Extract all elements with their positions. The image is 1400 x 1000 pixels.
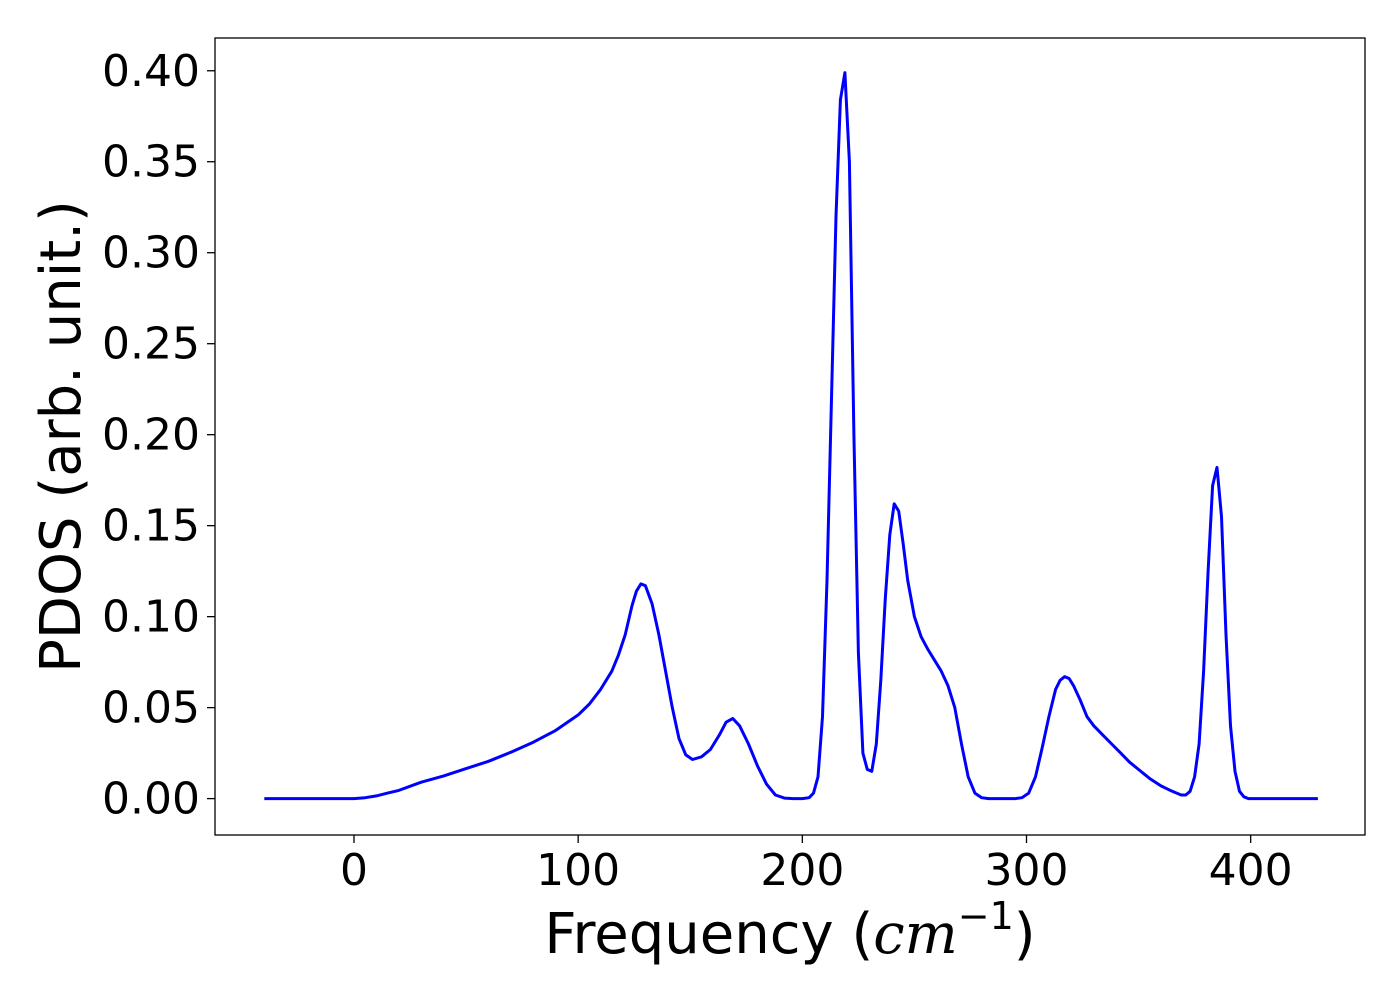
x-axis-ticks: 0 100 200 300 400 [340, 835, 1293, 896]
y-tick-label: 0.05 [102, 683, 200, 734]
x-axis-label-exponent: −1 [958, 894, 1014, 938]
x-tick-label: 100 [536, 845, 620, 896]
axes-frame [214, 37, 1366, 836]
x-axis-label-unit: cm [873, 902, 957, 967]
x-tick-label: 400 [1209, 845, 1293, 896]
y-tick-label: 0.35 [102, 137, 200, 188]
x-axis-label: Frequency (cm−1) [544, 894, 1035, 967]
y-tick-label: 0.15 [102, 501, 200, 552]
y-axis-label: PDOS (arb. unit.) [29, 200, 94, 673]
x-tick-label: 0 [340, 845, 368, 896]
x-axis-label-suffix: ) [1014, 902, 1036, 967]
y-tick-label: 0.00 [102, 774, 200, 825]
y-tick-label: 0.30 [102, 228, 200, 279]
y-tick-label: 0.10 [102, 592, 200, 643]
y-tick-label: 0.25 [102, 319, 200, 370]
y-tick-label: 0.20 [102, 410, 200, 461]
y-tick-label: 0.40 [102, 46, 200, 97]
y-axis-ticks: 0.00 0.05 0.10 0.15 0.20 0.25 0.30 0.35 0.40 [102, 46, 215, 825]
x-axis-label-prefix: Frequency ( [544, 902, 873, 967]
pdos-series-line [264, 71, 1318, 801]
x-tick-label: 200 [760, 845, 844, 896]
x-tick-label: 300 [985, 845, 1069, 896]
